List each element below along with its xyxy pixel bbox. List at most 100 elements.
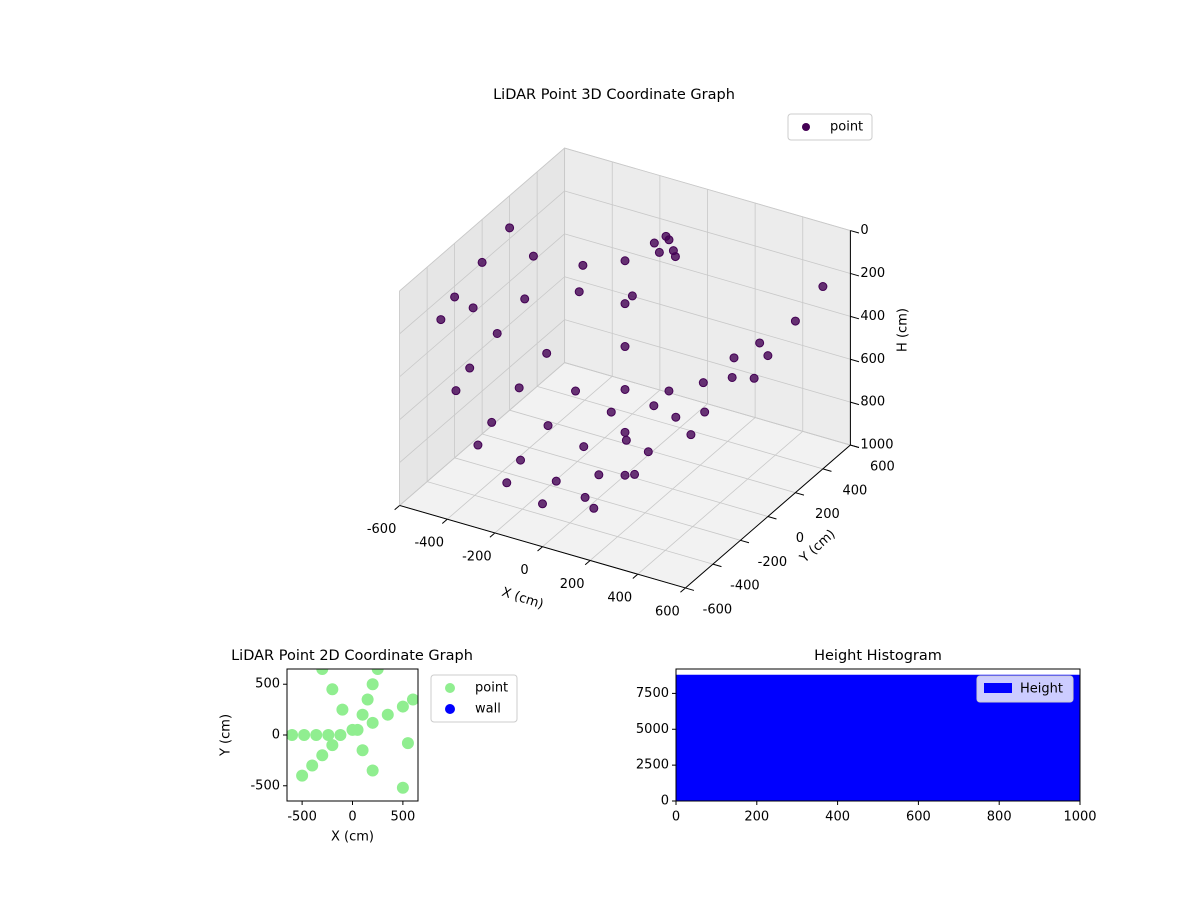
grid-line [399, 319, 565, 463]
legend-marker [445, 704, 455, 714]
point [436, 315, 446, 325]
point [661, 231, 671, 241]
grid-line [399, 276, 565, 420]
grid-line [564, 276, 851, 360]
legend-label: point [830, 120, 863, 135]
y-tick [822, 468, 832, 472]
x-tick [489, 532, 496, 538]
x-tick [394, 505, 400, 511]
grid-line [564, 147, 851, 231]
point [649, 401, 659, 411]
y-tick-label: 500 [255, 677, 280, 692]
y-tick [712, 563, 722, 568]
point [700, 407, 710, 417]
point [396, 781, 409, 794]
point [477, 257, 487, 267]
y-tick-label: 0 [796, 531, 804, 546]
legend-label: point [475, 681, 508, 696]
x-tick-label: 600 [655, 604, 680, 619]
point [326, 683, 339, 696]
point [505, 223, 515, 233]
point [306, 759, 319, 772]
point [361, 693, 374, 706]
x-axis [399, 504, 686, 589]
legend-marker [802, 123, 810, 131]
point [727, 372, 737, 382]
x-tick-label: 600 [906, 810, 931, 825]
z-tick [850, 358, 860, 363]
y-tick-label: 0 [272, 728, 280, 743]
y-tick-label: -200 [758, 555, 788, 570]
z-tick [850, 315, 860, 320]
z-tick [850, 401, 860, 406]
point [620, 384, 630, 394]
z-tick [850, 230, 860, 234]
y-tick [767, 516, 777, 520]
y-tick-label: 600 [870, 460, 895, 475]
x-tick-label: -500 [287, 810, 317, 825]
point [468, 303, 478, 313]
point [316, 749, 329, 762]
y-tick-label: 200 [815, 507, 840, 522]
point [287, 729, 299, 741]
chart-title: LiDAR Point 2D Coordinate Graph [231, 648, 473, 664]
y-axis [685, 444, 851, 589]
x-tick-label: -600 [367, 522, 397, 537]
point [790, 316, 800, 326]
point [528, 251, 538, 261]
z-tick-label: 0 [860, 223, 868, 238]
y-tick [685, 587, 695, 591]
point [654, 247, 664, 257]
grid-line [564, 362, 851, 446]
point [668, 246, 678, 256]
point [326, 739, 339, 752]
point [356, 708, 369, 721]
x-tick-label: 0 [348, 810, 356, 825]
point [310, 729, 323, 741]
point [492, 328, 502, 338]
point [336, 703, 349, 716]
point [406, 693, 418, 706]
y-tick-label: 400 [842, 483, 867, 498]
z-tick-label: 1000 [860, 438, 893, 453]
z-tick [850, 444, 860, 449]
grid-line [564, 190, 851, 274]
y-tick-label: -400 [730, 579, 760, 594]
point [755, 338, 765, 348]
z-tick [850, 272, 860, 277]
point [621, 435, 631, 445]
point [630, 469, 640, 479]
x-tick [441, 518, 448, 524]
x-tick-label: 400 [825, 810, 850, 825]
point [538, 499, 547, 509]
y-tick-label: 2500 [636, 758, 669, 773]
legend-label: Height [1020, 682, 1063, 697]
point [620, 427, 630, 437]
point [366, 678, 379, 691]
point [686, 430, 696, 440]
point [643, 447, 653, 457]
point [351, 723, 364, 736]
x-tick-label: -400 [414, 536, 444, 551]
point [571, 386, 581, 396]
point [578, 260, 588, 270]
x-tick-label: 0 [672, 810, 680, 825]
x-tick-label: -200 [462, 549, 492, 564]
y-tick-label: 5000 [636, 722, 669, 737]
x-tick-label: 0 [520, 563, 528, 578]
point [543, 421, 553, 431]
point [594, 470, 604, 480]
x-tick-label: 400 [607, 591, 632, 606]
x-tick [584, 560, 591, 566]
point [366, 764, 379, 777]
y-tick-label: 0 [661, 794, 669, 809]
chart-title: Height Histogram [814, 648, 942, 664]
z-axis-label: H (cm) [896, 308, 911, 352]
y-tick [795, 492, 805, 496]
x-tick [632, 573, 639, 579]
point [502, 478, 512, 488]
y-tick-label: 7500 [636, 686, 669, 701]
x-tick-label: 500 [390, 810, 415, 825]
point [516, 455, 526, 465]
point [487, 417, 497, 427]
